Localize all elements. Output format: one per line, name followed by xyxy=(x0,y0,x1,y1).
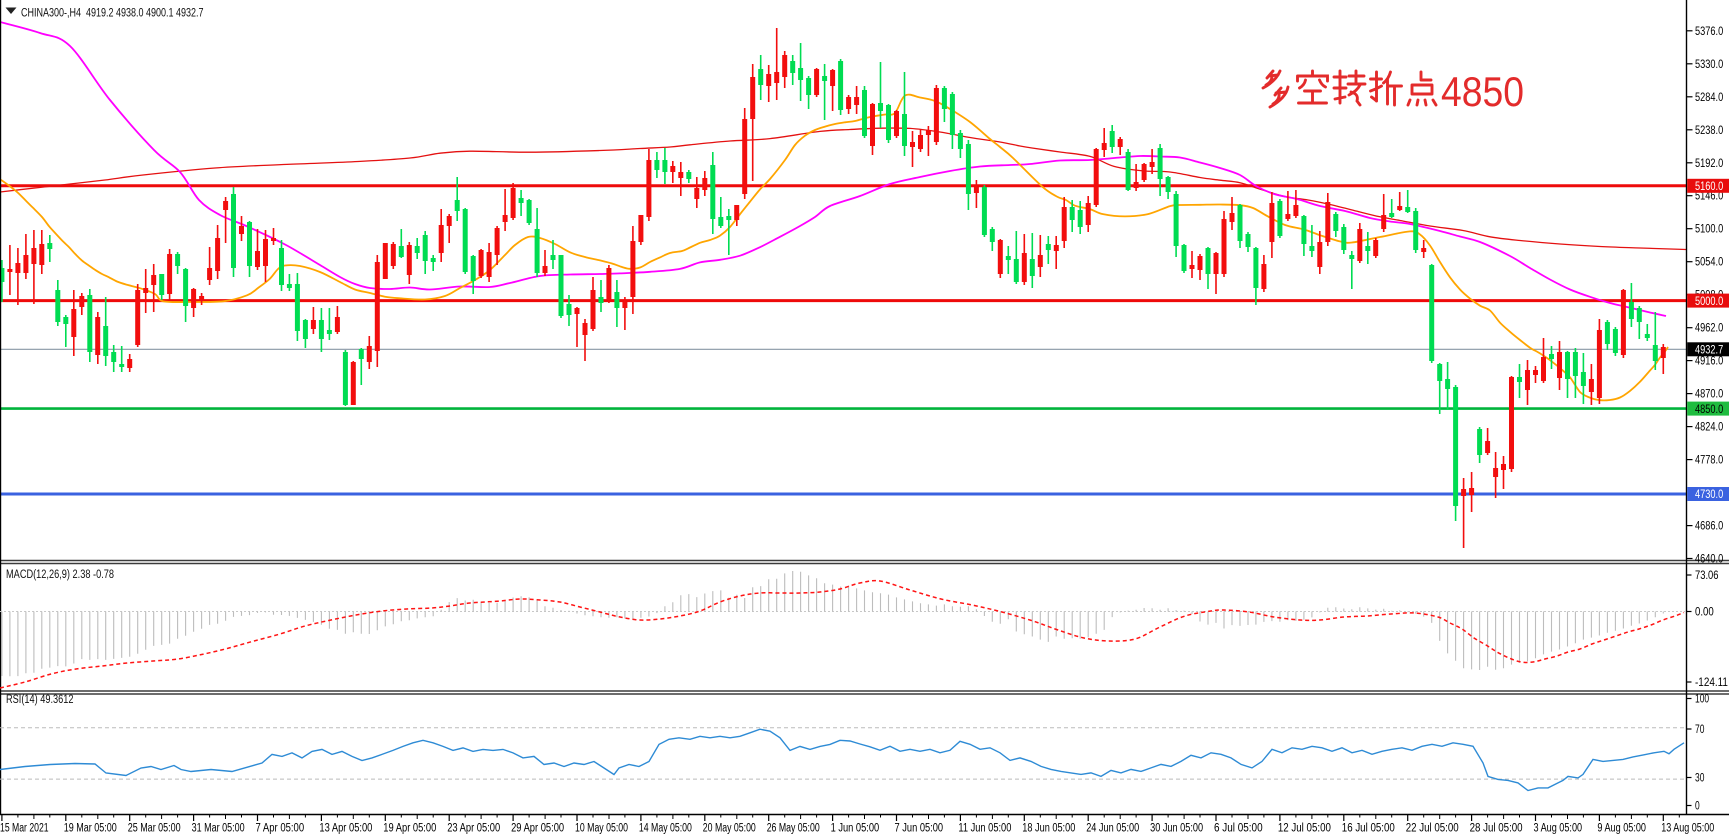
svg-text:14 May 05:00: 14 May 05:00 xyxy=(639,823,692,835)
svg-text:5330.0: 5330.0 xyxy=(1695,59,1723,71)
svg-text:22 Jul 05:00: 22 Jul 05:00 xyxy=(1406,823,1459,835)
svg-text:31 Mar 05:00: 31 Mar 05:00 xyxy=(192,823,245,835)
svg-text:28 Jul 05:00: 28 Jul 05:00 xyxy=(1470,823,1523,835)
svg-text:0.00: 0.00 xyxy=(1695,607,1714,619)
svg-text:5284.0: 5284.0 xyxy=(1695,92,1723,104)
svg-text:4640.0: 4640.0 xyxy=(1695,554,1723,566)
svg-text:5054.0: 5054.0 xyxy=(1695,257,1723,269)
svg-text:19 Mar 05:00: 19 Mar 05:00 xyxy=(64,823,117,835)
svg-text:70: 70 xyxy=(1695,724,1704,736)
svg-text:26 May 05:00: 26 May 05:00 xyxy=(767,823,820,835)
svg-text:13 Apr 05:00: 13 Apr 05:00 xyxy=(319,823,372,835)
svg-text:5146.0: 5146.0 xyxy=(1695,191,1723,203)
svg-text:10 May 05:00: 10 May 05:00 xyxy=(575,823,628,835)
svg-text:19 Apr 05:00: 19 Apr 05:00 xyxy=(383,823,436,835)
svg-text:RSI(14) 49.3612: RSI(14) 49.3612 xyxy=(6,694,74,706)
svg-text:0: 0 xyxy=(1695,801,1700,813)
svg-text:73.06: 73.06 xyxy=(1695,570,1719,582)
svg-text:1 Jun 05:00: 1 Jun 05:00 xyxy=(831,823,880,835)
svg-text:4730.0: 4730.0 xyxy=(1695,489,1723,501)
svg-text:29 Apr 05:00: 29 Apr 05:00 xyxy=(511,823,564,835)
svg-text:MACD(12,26,9) 2.38 -0.78: MACD(12,26,9) 2.38 -0.78 xyxy=(6,569,114,581)
svg-text:4850: 4850 xyxy=(1441,68,1524,115)
svg-text:18 Jun 05:00: 18 Jun 05:00 xyxy=(1022,823,1075,835)
svg-text:30 Jun 05:00: 30 Jun 05:00 xyxy=(1150,823,1203,835)
svg-text:5192.0: 5192.0 xyxy=(1695,158,1723,170)
svg-text:5160.0: 5160.0 xyxy=(1695,181,1723,193)
svg-text:11 Jun 05:00: 11 Jun 05:00 xyxy=(958,823,1011,835)
svg-text:5376.0: 5376.0 xyxy=(1695,26,1723,38)
svg-text:4824.0: 4824.0 xyxy=(1695,422,1723,434)
svg-text:4962.0: 4962.0 xyxy=(1695,323,1723,335)
svg-text:15 Mar 2021: 15 Mar 2021 xyxy=(0,823,49,835)
svg-text:-124.11: -124.11 xyxy=(1695,677,1728,689)
svg-text:24 Jun 05:00: 24 Jun 05:00 xyxy=(1086,823,1139,835)
svg-text:3 Aug 05:00: 3 Aug 05:00 xyxy=(1534,823,1583,835)
svg-text:100: 100 xyxy=(1695,694,1709,706)
svg-text:12 Jul 05:00: 12 Jul 05:00 xyxy=(1278,823,1331,835)
svg-text:4778.0: 4778.0 xyxy=(1695,455,1723,467)
svg-text:30: 30 xyxy=(1695,773,1704,785)
svg-text:20 May 05:00: 20 May 05:00 xyxy=(703,823,756,835)
svg-text:23 Apr 05:00: 23 Apr 05:00 xyxy=(447,823,500,835)
svg-text:5100.0: 5100.0 xyxy=(1695,224,1723,236)
svg-text:5000.0: 5000.0 xyxy=(1695,296,1723,308)
svg-text:4932.7: 4932.7 xyxy=(1695,345,1723,357)
svg-text:4916.0: 4916.0 xyxy=(1695,356,1723,368)
svg-text:CHINA300-,H4 4919.2 4938.0 49: CHINA300-,H4 4919.2 4938.0 4900.1 4932.7 xyxy=(21,6,204,20)
svg-text:4850.0: 4850.0 xyxy=(1695,404,1723,416)
svg-text:13 Aug 05:00: 13 Aug 05:00 xyxy=(1661,823,1714,835)
svg-text:25 Mar 05:00: 25 Mar 05:00 xyxy=(128,823,181,835)
svg-text:4870.0: 4870.0 xyxy=(1695,389,1723,401)
svg-text:7 Jun 05:00: 7 Jun 05:00 xyxy=(895,823,944,835)
svg-text:9 Aug 05:00: 9 Aug 05:00 xyxy=(1597,823,1646,835)
svg-text:16 Jul 05:00: 16 Jul 05:00 xyxy=(1342,823,1395,835)
svg-text:4686.0: 4686.0 xyxy=(1695,521,1723,533)
svg-text:5238.0: 5238.0 xyxy=(1695,125,1723,137)
svg-text:6 Jul 05:00: 6 Jul 05:00 xyxy=(1214,823,1263,835)
svg-text:7 Apr 05:00: 7 Apr 05:00 xyxy=(256,823,305,835)
